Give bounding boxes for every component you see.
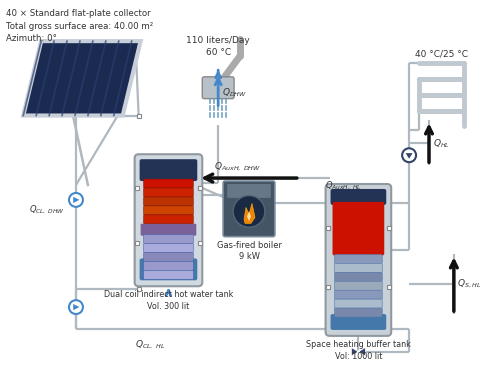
Text: 40 °C/25 °C: 40 °C/25 °C xyxy=(415,49,468,58)
Polygon shape xyxy=(247,211,251,221)
Bar xyxy=(387,226,391,230)
Text: $Q_{AuxH,\ DHW}$: $Q_{AuxH,\ DHW}$ xyxy=(214,161,262,173)
FancyBboxPatch shape xyxy=(144,215,194,224)
Bar xyxy=(134,241,138,245)
FancyBboxPatch shape xyxy=(144,235,194,244)
FancyBboxPatch shape xyxy=(332,202,384,256)
FancyBboxPatch shape xyxy=(144,270,194,279)
Text: $Q_{HL}$: $Q_{HL}$ xyxy=(433,137,450,150)
FancyBboxPatch shape xyxy=(144,244,194,253)
FancyBboxPatch shape xyxy=(334,254,382,263)
Text: Dual coil indirect hot water tank
Vol. 300 lit: Dual coil indirect hot water tank Vol. 3… xyxy=(104,290,233,311)
Text: $Q_{DHW}$: $Q_{DHW}$ xyxy=(222,87,248,99)
Bar xyxy=(326,285,330,289)
Circle shape xyxy=(233,195,265,227)
Text: 40 × Standard flat-plate collector
Total gross surface area: 40.00 m²
Azimuth: 0: 40 × Standard flat-plate collector Total… xyxy=(6,9,154,43)
FancyBboxPatch shape xyxy=(334,281,382,290)
FancyBboxPatch shape xyxy=(144,206,194,215)
Polygon shape xyxy=(24,41,140,116)
Bar xyxy=(326,226,330,230)
FancyBboxPatch shape xyxy=(334,263,382,272)
FancyBboxPatch shape xyxy=(144,261,194,270)
Bar xyxy=(134,186,138,190)
FancyBboxPatch shape xyxy=(334,308,382,317)
FancyBboxPatch shape xyxy=(334,272,382,281)
Text: $Q_{CL,\ DHW}$: $Q_{CL,\ DHW}$ xyxy=(29,204,65,216)
Polygon shape xyxy=(73,197,80,203)
Polygon shape xyxy=(358,348,366,356)
Circle shape xyxy=(69,193,83,207)
FancyBboxPatch shape xyxy=(334,290,382,299)
Text: $Q_{AuxH,\ HL}$: $Q_{AuxH,\ HL}$ xyxy=(324,180,361,192)
Text: $Q_{CL,\ HL}$: $Q_{CL,\ HL}$ xyxy=(136,339,166,351)
FancyBboxPatch shape xyxy=(134,154,202,286)
FancyBboxPatch shape xyxy=(144,253,194,261)
Text: Gas-fired boiler
9 kW: Gas-fired boiler 9 kW xyxy=(216,241,282,261)
FancyBboxPatch shape xyxy=(223,181,275,236)
Polygon shape xyxy=(73,304,80,310)
FancyBboxPatch shape xyxy=(144,179,194,188)
Text: 110 liters/Day
60 °C: 110 liters/Day 60 °C xyxy=(186,36,250,57)
Bar xyxy=(198,186,202,190)
Circle shape xyxy=(402,148,416,162)
Bar xyxy=(198,241,202,245)
FancyBboxPatch shape xyxy=(227,184,271,198)
Polygon shape xyxy=(244,204,255,223)
FancyBboxPatch shape xyxy=(334,299,382,308)
FancyBboxPatch shape xyxy=(326,184,391,336)
Bar xyxy=(136,287,140,291)
FancyBboxPatch shape xyxy=(330,189,386,205)
FancyBboxPatch shape xyxy=(140,258,198,280)
FancyBboxPatch shape xyxy=(144,197,194,206)
Circle shape xyxy=(357,350,360,353)
Text: Space heating buffer tank
Vol: 1000 lit: Space heating buffer tank Vol: 1000 lit xyxy=(306,340,411,361)
Circle shape xyxy=(69,300,83,314)
Bar xyxy=(198,186,202,190)
FancyBboxPatch shape xyxy=(140,159,198,181)
Polygon shape xyxy=(406,153,412,159)
Bar xyxy=(136,113,140,117)
Bar xyxy=(387,285,391,289)
Text: $Q_{S,HL}$: $Q_{S,HL}$ xyxy=(457,278,481,291)
FancyBboxPatch shape xyxy=(140,224,196,236)
FancyBboxPatch shape xyxy=(144,188,194,197)
FancyBboxPatch shape xyxy=(202,77,234,99)
FancyBboxPatch shape xyxy=(330,314,386,330)
Polygon shape xyxy=(352,348,358,356)
